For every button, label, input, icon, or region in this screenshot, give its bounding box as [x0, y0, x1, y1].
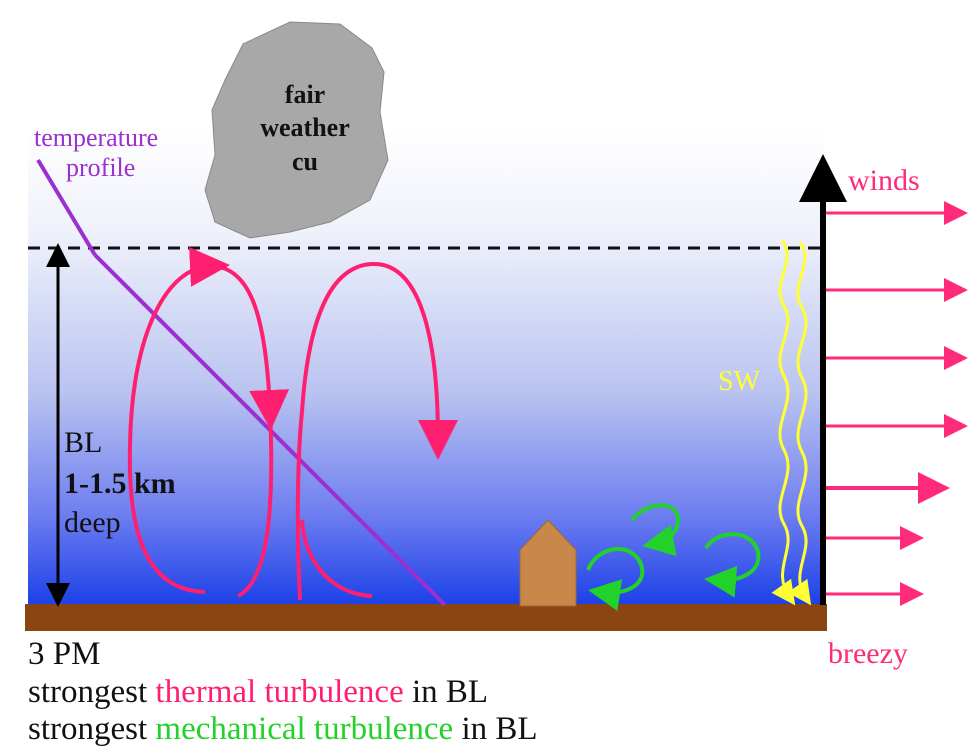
caption-mechanical-suffix: in BL: [453, 711, 538, 747]
bl-label-line3: deep: [64, 506, 121, 539]
breezy-label: breezy: [828, 637, 908, 670]
shortwave-ray-1: [771, 239, 796, 606]
cloud-label-line1: fair: [285, 80, 325, 109]
caption-thermal-highlight: thermal turbulence: [155, 674, 404, 710]
mechanical-eddy-1: [630, 503, 680, 557]
thermal-loop-right-rising: [300, 261, 458, 460]
caption-mechanical-line: strongest mechanical turbulence in BL: [28, 711, 538, 747]
shortwave-label: SW: [718, 366, 761, 397]
caption-thermal-prefix: strongest: [28, 674, 156, 710]
temperature-profile-label-line2: profile: [66, 153, 135, 182]
thermal-loop-left-rising: [209, 264, 290, 430]
bl-label-line1: BL: [64, 426, 102, 459]
caption-mechanical-prefix: strongest: [28, 711, 156, 747]
temperature-profile-label-line1: temperature: [34, 123, 158, 152]
temperature-profile-line: [36, 158, 97, 257]
caption-thermal-suffix: in BL: [403, 674, 489, 710]
shortwave-ray-2: [787, 241, 812, 606]
caption-time: 3 PM: [28, 636, 101, 672]
mechanical-eddy-3: [704, 532, 761, 598]
caption-thermal-line: strongest thermal turbulence in BL: [28, 674, 488, 710]
cloud-label-line3: cu: [292, 147, 318, 176]
house-icon: [519, 519, 577, 607]
bl-label-line2: 1-1.5 km: [64, 467, 176, 500]
mechanical-eddy-2: [586, 546, 645, 611]
thermal-loop-right-base: [300, 519, 373, 598]
winds-label: winds: [848, 164, 920, 197]
sky-background: [28, 130, 823, 608]
caption-mechanical-highlight: mechanical turbulence: [155, 711, 454, 747]
thermal-loop-right-descending: [295, 411, 304, 601]
fair-weather-cumulus-cloud: [204, 21, 389, 239]
cloud-label-line2: weather: [260, 113, 350, 142]
ground-strip: [25, 604, 827, 631]
thermal-loop-left-descending: [127, 247, 230, 594]
thermal-loop-left-base: [236, 409, 274, 598]
